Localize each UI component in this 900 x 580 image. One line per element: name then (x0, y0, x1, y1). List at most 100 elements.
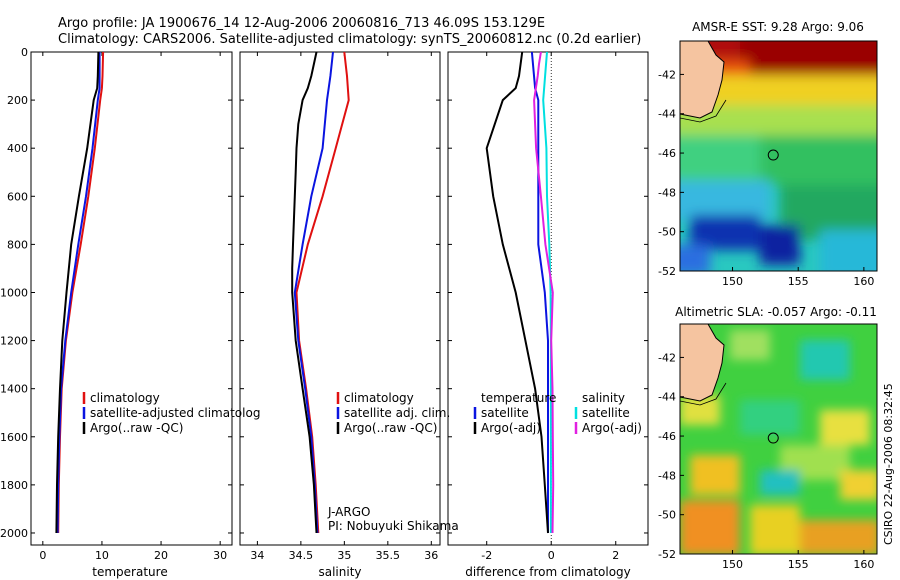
map-y-tick-label: -46 (658, 147, 676, 160)
legend-sal-argo-label: Argo(-adj) (582, 421, 642, 435)
legend-temp-satellite-label: satellite (481, 406, 529, 420)
x-tick-label: 0 (548, 549, 555, 562)
x-tick-label: 34 (250, 549, 264, 562)
salinity-x-axis: 34 34.5 35 35.5 36 (250, 52, 438, 562)
tasmania-landmass (680, 41, 725, 119)
series-line-satellite (530, 51, 549, 533)
x-tick-label: 10 (95, 549, 109, 562)
series-line-satellite-adjusted-climatolog (56, 52, 101, 534)
map-y-tick-label: -44 (658, 391, 676, 404)
series-line-climatology (57, 51, 105, 534)
map-x-tick-label: 160 (853, 558, 874, 571)
depth-tick-label: 2000 (0, 527, 28, 540)
legend-salinity-heading: salinity (582, 391, 625, 405)
pi-annotation: PI: Nobuyuki Shikama (328, 519, 459, 533)
map-y-tick-label: -44 (658, 108, 676, 121)
temperature-panel-frame (30, 51, 233, 546)
sst-map-title: AMSR-E SST: 9.28 Argo: 9.06 (692, 20, 864, 34)
x-tick-label: -2 (481, 549, 492, 562)
isobath-contour (680, 382, 727, 406)
depth-tick-label: 1000 (0, 286, 28, 299)
temperature-axis-label: temperature (92, 565, 167, 579)
isobath-contour (680, 99, 727, 123)
difference-legend: temperature satellite Argo(-adj) salinit… (473, 391, 642, 435)
x-tick-label: 20 (154, 549, 168, 562)
map-y-tick-label: -52 (658, 265, 676, 278)
legend-sal-satellite-label: satellite (582, 406, 630, 420)
sst-heatmap-field (680, 41, 877, 271)
legend-climatology-label: climatology (90, 391, 160, 405)
series-line-satellite-adj-clim (293, 51, 334, 534)
temperature-x-axis: 0 10 20 30 (39, 52, 227, 562)
map-y-tick-label: -42 (658, 351, 676, 364)
argo-float-marker (767, 432, 779, 444)
map-y-tick-label: -48 (658, 186, 676, 199)
series-line-climatology (295, 51, 350, 534)
map-x-tick-label: 150 (722, 275, 743, 288)
series-line-argo-raw-qc (291, 51, 318, 534)
sst-map-frame (679, 40, 878, 272)
map-y-tick-label: -46 (658, 430, 676, 443)
depth-tick-label: 1600 (0, 431, 28, 444)
legend-satellite-label: satellite-adjusted climatolog (90, 406, 260, 420)
depth-axis: 0 200 400 600 800 1000 1200 1400 1600 1800 2000 (0, 46, 648, 540)
map-x-tick-label: 155 (788, 275, 809, 288)
salinity-axis-label: salinity (318, 565, 361, 579)
legend-argo-label: Argo(..raw -QC) (344, 421, 437, 435)
legend-argo-label: Argo(..raw -QC) (90, 421, 183, 435)
map-x-tick-label: 150 (722, 558, 743, 571)
depth-tick-label: 1800 (0, 479, 28, 492)
difference-series (485, 51, 555, 534)
map-y-tick-label: -52 (658, 548, 676, 561)
x-tick-label: 0 (39, 549, 46, 562)
series-line-argo-adj (485, 51, 549, 534)
sst-map-axes: 150 155 160 -42 -44 -46 -48 -50 -52 (658, 68, 874, 288)
difference-panel-frame (447, 51, 649, 546)
difference-axis-label: difference from climatology (465, 565, 631, 579)
sla-map-axes: 150 155 160 -42 -44 -46 -48 -50 -52 (658, 351, 874, 571)
argo-float-marker (767, 149, 779, 161)
x-tick-label: 36 (424, 549, 438, 562)
tasmania-landmass (680, 324, 725, 402)
figure-title-line1: Argo profile: JA 1900676_14 12-Aug-2006 … (58, 16, 545, 31)
depth-tick-label: 800 (7, 238, 28, 251)
map-x-tick-label: 155 (788, 558, 809, 571)
sla-map-title: Altimetric SLA: -0.057 Argo: -0.11 (675, 305, 877, 319)
difference-x-axis: -2 0 2 (481, 52, 619, 562)
x-tick-label: 2 (612, 549, 619, 562)
x-tick-label: 34.5 (289, 549, 314, 562)
sla-heatmap (680, 324, 877, 554)
map-x-tick-label: 160 (853, 275, 874, 288)
depth-tick-label: 1200 (0, 335, 28, 348)
map-y-tick-label: -50 (658, 509, 676, 522)
series-line-argo-adj (533, 51, 555, 534)
legend-satellite-label: satellite adj. clim. (344, 406, 450, 420)
temperature-legend: climatology satellite-adjusted climatolo… (82, 391, 260, 435)
figure-title-line2: Climatology: CARS2006. Satellite-adjuste… (58, 32, 641, 47)
salinity-legend: climatology satellite adj. clim. Argo(..… (336, 391, 450, 435)
temperature-series (55, 51, 105, 534)
map-y-tick-label: -48 (658, 469, 676, 482)
x-tick-label: 30 (213, 549, 227, 562)
credit-stamp: CSIRO 22-Aug-2006 08:32:45 (882, 383, 895, 545)
x-tick-label: 35 (337, 549, 351, 562)
depth-tick-label: 200 (7, 94, 28, 107)
salinity-panel-frame (239, 51, 441, 546)
sla-heatmap-field (680, 330, 877, 554)
sla-map-frame (679, 323, 878, 555)
x-tick-label: 35.5 (376, 549, 401, 562)
legend-climatology-label: climatology (344, 391, 414, 405)
depth-tick-label: 400 (7, 142, 28, 155)
map-y-tick-label: -42 (658, 68, 676, 81)
sst-heatmap (680, 41, 877, 271)
legend-temp-argo-label: Argo(-adj) (481, 421, 541, 435)
map-y-tick-label: -50 (658, 226, 676, 239)
depth-tick-label: 0 (21, 46, 28, 59)
salinity-series (291, 51, 350, 534)
depth-tick-label: 1400 (0, 383, 28, 396)
series-line-argo-raw-qc (55, 51, 100, 534)
program-annotation: J-ARGO (327, 505, 370, 519)
depth-tick-label: 600 (7, 190, 28, 203)
legend-temperature-heading: temperature (481, 391, 556, 405)
